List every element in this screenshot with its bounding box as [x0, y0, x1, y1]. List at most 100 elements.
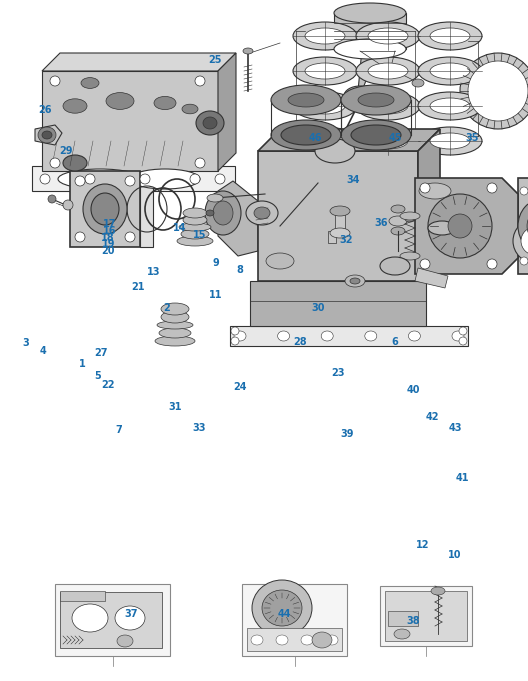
Ellipse shape — [420, 183, 430, 193]
Ellipse shape — [125, 232, 135, 242]
Bar — [55, 584, 170, 656]
Ellipse shape — [356, 127, 420, 155]
Ellipse shape — [293, 127, 357, 155]
Polygon shape — [218, 53, 236, 171]
Ellipse shape — [518, 199, 528, 253]
Polygon shape — [358, 49, 378, 91]
Ellipse shape — [459, 337, 467, 345]
Ellipse shape — [63, 99, 87, 113]
Text: 19: 19 — [101, 240, 115, 249]
Text: 39: 39 — [341, 430, 354, 439]
Polygon shape — [218, 181, 258, 256]
Ellipse shape — [350, 278, 360, 284]
Ellipse shape — [293, 22, 357, 50]
Ellipse shape — [243, 48, 253, 54]
Ellipse shape — [428, 221, 456, 235]
Ellipse shape — [262, 590, 302, 626]
Bar — [328, 231, 336, 243]
Ellipse shape — [394, 629, 410, 639]
Polygon shape — [258, 151, 418, 281]
Polygon shape — [415, 268, 448, 288]
Ellipse shape — [281, 125, 331, 145]
Ellipse shape — [266, 253, 294, 269]
Ellipse shape — [301, 635, 313, 645]
Ellipse shape — [521, 227, 528, 255]
Text: 33: 33 — [193, 423, 206, 432]
Ellipse shape — [418, 92, 482, 120]
Polygon shape — [70, 171, 140, 247]
Text: 34: 34 — [346, 176, 360, 185]
Polygon shape — [415, 178, 518, 274]
Polygon shape — [42, 71, 218, 171]
Ellipse shape — [85, 174, 95, 184]
Bar — [60, 591, 105, 601]
Text: 37: 37 — [124, 609, 138, 619]
Polygon shape — [230, 326, 468, 346]
Text: 20: 20 — [101, 247, 115, 256]
Ellipse shape — [251, 635, 263, 645]
Ellipse shape — [183, 208, 207, 218]
Ellipse shape — [365, 331, 377, 341]
Text: 7: 7 — [116, 426, 122, 435]
Text: 2: 2 — [163, 303, 169, 313]
Text: 10: 10 — [448, 550, 462, 560]
Bar — [334, 13, 406, 49]
Ellipse shape — [203, 117, 217, 129]
Ellipse shape — [400, 252, 420, 260]
Ellipse shape — [368, 28, 408, 44]
Ellipse shape — [106, 93, 134, 110]
Text: 26: 26 — [38, 106, 52, 115]
Ellipse shape — [520, 187, 528, 195]
Ellipse shape — [161, 303, 189, 315]
Bar — [335, 211, 345, 233]
Ellipse shape — [430, 28, 470, 44]
Ellipse shape — [140, 174, 150, 184]
Ellipse shape — [408, 331, 420, 341]
Ellipse shape — [155, 336, 195, 346]
Ellipse shape — [234, 331, 246, 341]
Text: 25: 25 — [209, 55, 222, 65]
Ellipse shape — [40, 174, 50, 184]
Ellipse shape — [487, 259, 497, 269]
Polygon shape — [385, 591, 467, 641]
Ellipse shape — [345, 275, 365, 287]
Text: 43: 43 — [448, 423, 462, 432]
Ellipse shape — [83, 184, 127, 234]
Ellipse shape — [430, 133, 470, 149]
Ellipse shape — [344, 86, 376, 106]
Ellipse shape — [419, 183, 451, 199]
Text: 38: 38 — [406, 616, 420, 626]
Ellipse shape — [418, 127, 482, 155]
Ellipse shape — [487, 183, 497, 193]
Polygon shape — [35, 125, 62, 145]
Ellipse shape — [115, 606, 145, 630]
Text: 22: 22 — [101, 380, 115, 390]
Text: 46: 46 — [309, 133, 323, 142]
Ellipse shape — [400, 212, 420, 220]
Ellipse shape — [181, 229, 209, 239]
Polygon shape — [32, 166, 235, 191]
Ellipse shape — [305, 63, 345, 79]
Polygon shape — [42, 53, 236, 71]
Ellipse shape — [321, 331, 333, 341]
Ellipse shape — [520, 257, 528, 265]
Ellipse shape — [75, 232, 85, 242]
Ellipse shape — [312, 632, 332, 648]
Text: 21: 21 — [131, 283, 145, 292]
Ellipse shape — [125, 176, 135, 186]
Ellipse shape — [351, 125, 401, 145]
Ellipse shape — [179, 223, 211, 231]
Ellipse shape — [431, 587, 445, 595]
Text: 12: 12 — [416, 540, 429, 550]
Ellipse shape — [252, 580, 312, 636]
Ellipse shape — [195, 158, 205, 168]
Ellipse shape — [182, 104, 198, 114]
Text: 3: 3 — [22, 338, 29, 347]
Ellipse shape — [341, 120, 411, 150]
Ellipse shape — [452, 331, 464, 341]
Ellipse shape — [527, 209, 528, 243]
Text: 8: 8 — [237, 265, 244, 274]
Ellipse shape — [206, 210, 214, 216]
Ellipse shape — [356, 57, 420, 85]
Polygon shape — [140, 171, 153, 247]
